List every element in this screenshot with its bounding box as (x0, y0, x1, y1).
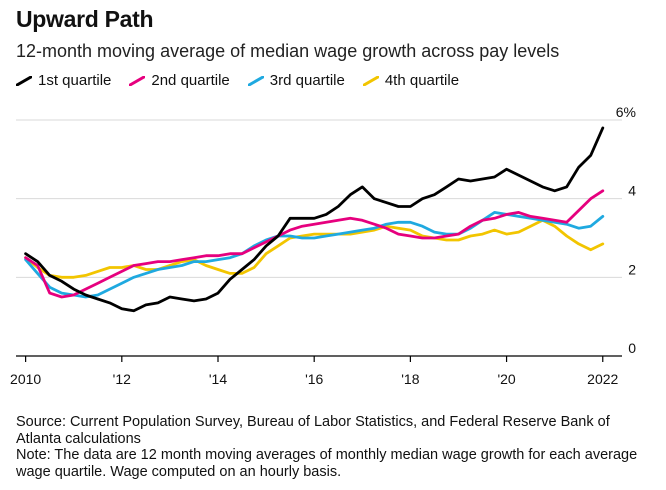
line-chart: 0 2 4 6% 2010 '12 '14 '16 '18 '20 2022 (10, 104, 636, 387)
legend-item-2nd-quartile: 2nd quartile (129, 72, 230, 89)
legend-swatch-1st-quartile (16, 75, 32, 86)
x-tick-label: '20 (497, 371, 515, 387)
y-tick-label: 2 (628, 261, 636, 277)
legend: 1st quartile 2nd quartile 3rd quartile 4… (16, 72, 459, 89)
legend-swatch-4th-quartile (362, 75, 379, 86)
legend-item-1st-quartile: 1st quartile (16, 72, 111, 89)
y-tick-label: 0 (628, 340, 636, 356)
x-tick-label: '14 (209, 371, 227, 387)
legend-label-2nd-quartile: 2nd quartile (151, 72, 230, 89)
y-tick-label: 4 (628, 183, 636, 199)
source-note: Source: Current Population Survey, Burea… (16, 414, 610, 447)
legend-item-4th-quartile: 4th quartile (362, 72, 460, 89)
legend-label-3rd-quartile: 3rd quartile (269, 72, 345, 89)
methodology-note: Note: The data are 12 month moving avera… (16, 447, 638, 480)
legend-swatch-3rd-quartile (247, 75, 264, 86)
chart-title: Upward Path (16, 6, 154, 32)
legend-label-4th-quartile: 4th quartile (384, 72, 460, 89)
series-line-4th-quartile (24, 218, 605, 279)
legend-swatch-2nd-quartile (129, 75, 146, 86)
x-tick-label: 2010 (10, 371, 41, 387)
chart-subtitle: 12-month moving average of median wage g… (16, 41, 560, 61)
x-tick-label: '12 (113, 371, 131, 387)
x-tick-label: '18 (401, 371, 419, 387)
legend-label-1st-quartile: 1st quartile (38, 72, 112, 89)
y-tick-label: 6% (616, 104, 636, 120)
series-line-2nd-quartile (24, 189, 605, 299)
legend-item-3rd-quartile: 3rd quartile (247, 72, 345, 89)
x-tick-label: 2022 (587, 371, 618, 387)
series-line-1st-quartile (24, 126, 605, 313)
footer-notes: Source: Current Population Survey, Burea… (16, 414, 656, 480)
x-tick-label: '16 (305, 371, 323, 387)
